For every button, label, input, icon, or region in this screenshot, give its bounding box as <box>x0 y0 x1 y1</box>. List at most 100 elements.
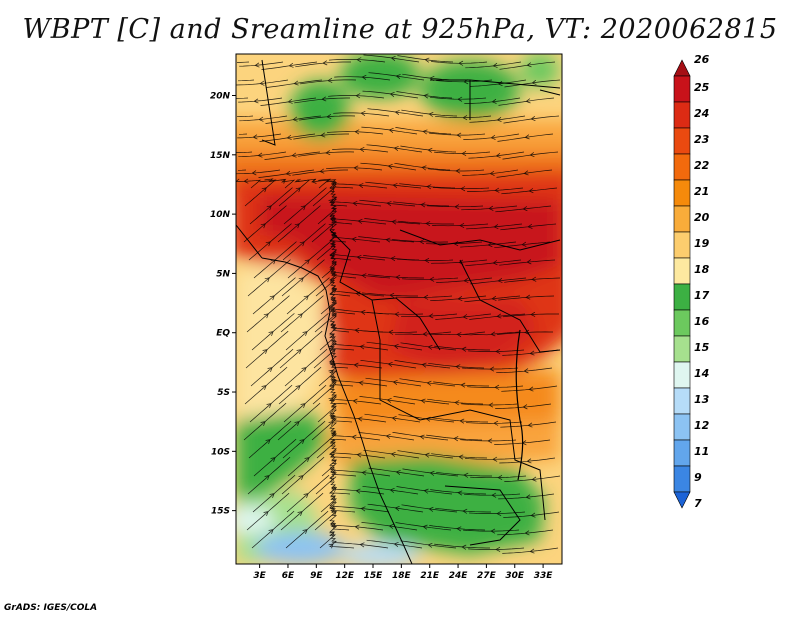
streamline-arrow <box>360 506 366 512</box>
streamline-arrow <box>263 511 269 517</box>
colorbar-swatch <box>673 75 691 103</box>
streamline-arrow <box>391 219 397 225</box>
streamline-arrow <box>302 331 308 337</box>
streamline-arrow <box>329 385 335 391</box>
streamline-arrow <box>428 506 434 512</box>
colorbar-label: 26 <box>694 53 710 66</box>
streamline-arrow <box>419 239 425 245</box>
streamline-arrow <box>356 57 362 63</box>
streamline <box>236 79 289 86</box>
streamline-arrow <box>359 344 365 350</box>
map-frame <box>235 53 563 565</box>
streamline-arrow <box>522 206 528 212</box>
streamline-arrow <box>422 331 428 337</box>
streamline-arrow <box>455 168 461 174</box>
streamline-arrow <box>300 205 306 211</box>
colorbar-label: 22 <box>694 159 710 172</box>
streamline-arrow <box>328 369 334 375</box>
streamline-arrow <box>297 313 303 319</box>
streamline-arrow <box>269 295 275 301</box>
streamline-arrow <box>304 259 310 265</box>
streamline-arrow <box>458 60 464 66</box>
streamline-arrow <box>453 436 459 442</box>
streamline-arrow <box>327 77 333 83</box>
streamline-arrow <box>429 276 435 282</box>
page-title: WBPT [C] and Sreamline at 925hPa, VT: 20… <box>22 14 778 45</box>
streamline-arrow <box>293 80 299 86</box>
streamline-arrow <box>426 184 432 190</box>
streamline-arrow <box>461 150 467 157</box>
streamline-arrow <box>531 276 537 282</box>
streamline-arrow <box>390 256 396 262</box>
streamline-arrow <box>456 526 462 532</box>
streamline-arrow <box>355 488 361 494</box>
streamline-arrow <box>488 205 494 211</box>
streamline <box>239 61 284 67</box>
streamline-arrow <box>427 147 433 153</box>
streamline-arrow <box>523 368 529 374</box>
streamline-arrow <box>389 487 395 493</box>
colorbar-bottom-arrow <box>673 491 691 509</box>
streamline-arrow <box>357 218 363 224</box>
streamline-arrow <box>525 98 531 104</box>
colorbar-swatch <box>673 127 691 155</box>
streamline-arrow <box>301 367 307 373</box>
streamline-arrow <box>292 116 298 122</box>
colorbar-label: 23 <box>694 133 710 146</box>
colorbar-swatch <box>673 309 691 337</box>
streamline-arrow <box>351 434 357 440</box>
streamline-arrow <box>297 511 303 517</box>
streamline-arrow <box>322 60 328 66</box>
streamline <box>238 151 287 158</box>
streamline-arrow <box>265 439 271 445</box>
streamline-arrow <box>419 434 425 440</box>
streamline-arrow <box>422 524 428 530</box>
colorbar-swatch <box>673 179 691 207</box>
streamline-arrow <box>424 452 430 458</box>
streamline <box>236 178 262 189</box>
streamline <box>239 115 288 122</box>
streamline-arrow <box>299 241 305 247</box>
streamline-arrow <box>530 116 536 122</box>
streamline-arrow <box>492 62 498 68</box>
streamline <box>238 97 283 103</box>
grads-credit: GrADS: IGES/COLA <box>4 603 98 613</box>
streamline-arrow <box>267 367 273 373</box>
streamline-arrow <box>329 277 335 283</box>
colorbar-label: 13 <box>694 393 710 406</box>
streamline-arrow <box>491 295 497 301</box>
streamline-arrow <box>330 272 336 278</box>
streamline-arrow <box>529 152 535 158</box>
streamline-arrow <box>393 343 399 349</box>
streamline-arrow <box>497 474 503 481</box>
colorbar-label: 24 <box>694 107 709 120</box>
streamline-arrow <box>259 80 265 86</box>
streamline-arrow <box>386 201 392 207</box>
streamline-arrow <box>491 492 497 498</box>
streamline <box>236 151 253 153</box>
streamline-arrow <box>426 380 432 386</box>
streamline-arrow <box>356 254 362 260</box>
streamline-arrow <box>525 294 531 300</box>
streamline-arrow <box>490 134 496 140</box>
streamline-arrow <box>356 452 362 458</box>
lon-tick-label: 21E <box>420 571 440 581</box>
streamline-arrow <box>294 223 300 229</box>
streamline-arrow <box>531 476 537 482</box>
streamline-arrow <box>531 79 537 85</box>
streamline-arrow <box>257 152 263 158</box>
lat-tick-label: EQ <box>216 329 230 339</box>
streamline-arrow <box>494 384 500 390</box>
streamline-arrow <box>390 55 396 61</box>
streamline-arrow <box>387 361 393 367</box>
colorbar-swatch <box>673 413 691 441</box>
streamline-arrow <box>463 278 469 283</box>
streamline-arrow <box>526 62 532 68</box>
streamline-arrow <box>529 350 535 356</box>
streamline-arrow <box>387 163 393 169</box>
streamline-arrow <box>268 331 274 337</box>
streamline-arrow <box>264 475 270 481</box>
streamline-arrow <box>353 165 359 171</box>
colorbar-swatch <box>673 101 691 129</box>
streamline-arrow <box>296 349 302 355</box>
